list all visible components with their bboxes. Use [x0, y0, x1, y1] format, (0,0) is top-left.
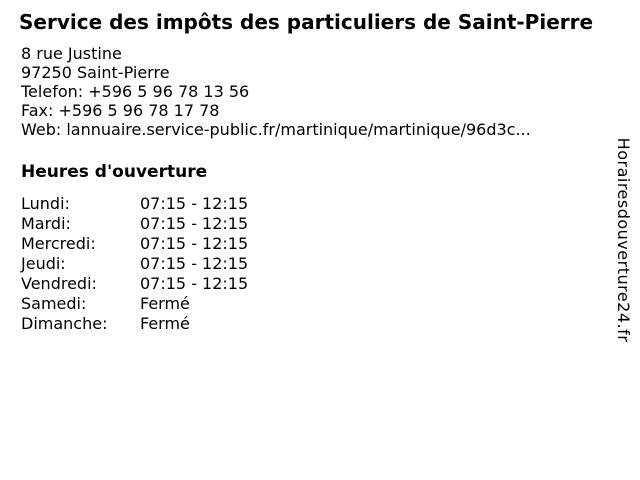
hours-value: 07:15 - 12:15: [140, 214, 249, 233]
site-watermark: Horairesdouverture24.fr: [614, 137, 633, 343]
contact-block: 8 rue Justine 97250 Saint-Pierre Telefon…: [21, 44, 531, 139]
hours-value: 07:15 - 12:15: [140, 234, 249, 253]
day-label: Lundi:: [21, 194, 70, 213]
address-street: 8 rue Justine: [21, 44, 122, 63]
day-label: Mardi:: [21, 214, 71, 233]
opening-hours-table: Lundi: 07:15 - 12:15 Mardi: 07:15 - 12:1…: [21, 194, 248, 334]
opening-hours-heading: Heures d'ouverture: [21, 162, 208, 182]
table-row: Dimanche: Fermé: [21, 314, 248, 334]
table-row: Mercredi: 07:15 - 12:15: [21, 234, 248, 254]
address-city: 97250 Saint-Pierre: [21, 63, 170, 82]
hours-value: 07:15 - 12:15: [140, 274, 249, 293]
phone-line: Telefon: +596 5 96 78 13 56: [21, 82, 250, 101]
day-label: Dimanche:: [21, 314, 108, 333]
table-row: Vendredi: 07:15 - 12:15: [21, 274, 248, 294]
day-label: Jeudi:: [21, 254, 66, 273]
web-line: Web: lannuaire.service-public.fr/martini…: [21, 120, 531, 139]
hours-value: 07:15 - 12:15: [140, 194, 249, 213]
day-label: Vendredi:: [21, 274, 97, 293]
fax-line: Fax: +596 5 96 78 17 78: [21, 101, 220, 120]
table-row: Mardi: 07:15 - 12:15: [21, 214, 248, 234]
day-label: Samedi:: [21, 294, 87, 313]
hours-value: Fermé: [140, 294, 190, 313]
table-row: Samedi: Fermé: [21, 294, 248, 314]
page-title: Service des impôts des particuliers de S…: [19, 10, 594, 34]
hours-value: Fermé: [140, 314, 190, 333]
table-row: Jeudi: 07:15 - 12:15: [21, 254, 248, 274]
table-row: Lundi: 07:15 - 12:15: [21, 194, 248, 214]
day-label: Mercredi:: [21, 234, 96, 253]
hours-value: 07:15 - 12:15: [140, 254, 249, 273]
